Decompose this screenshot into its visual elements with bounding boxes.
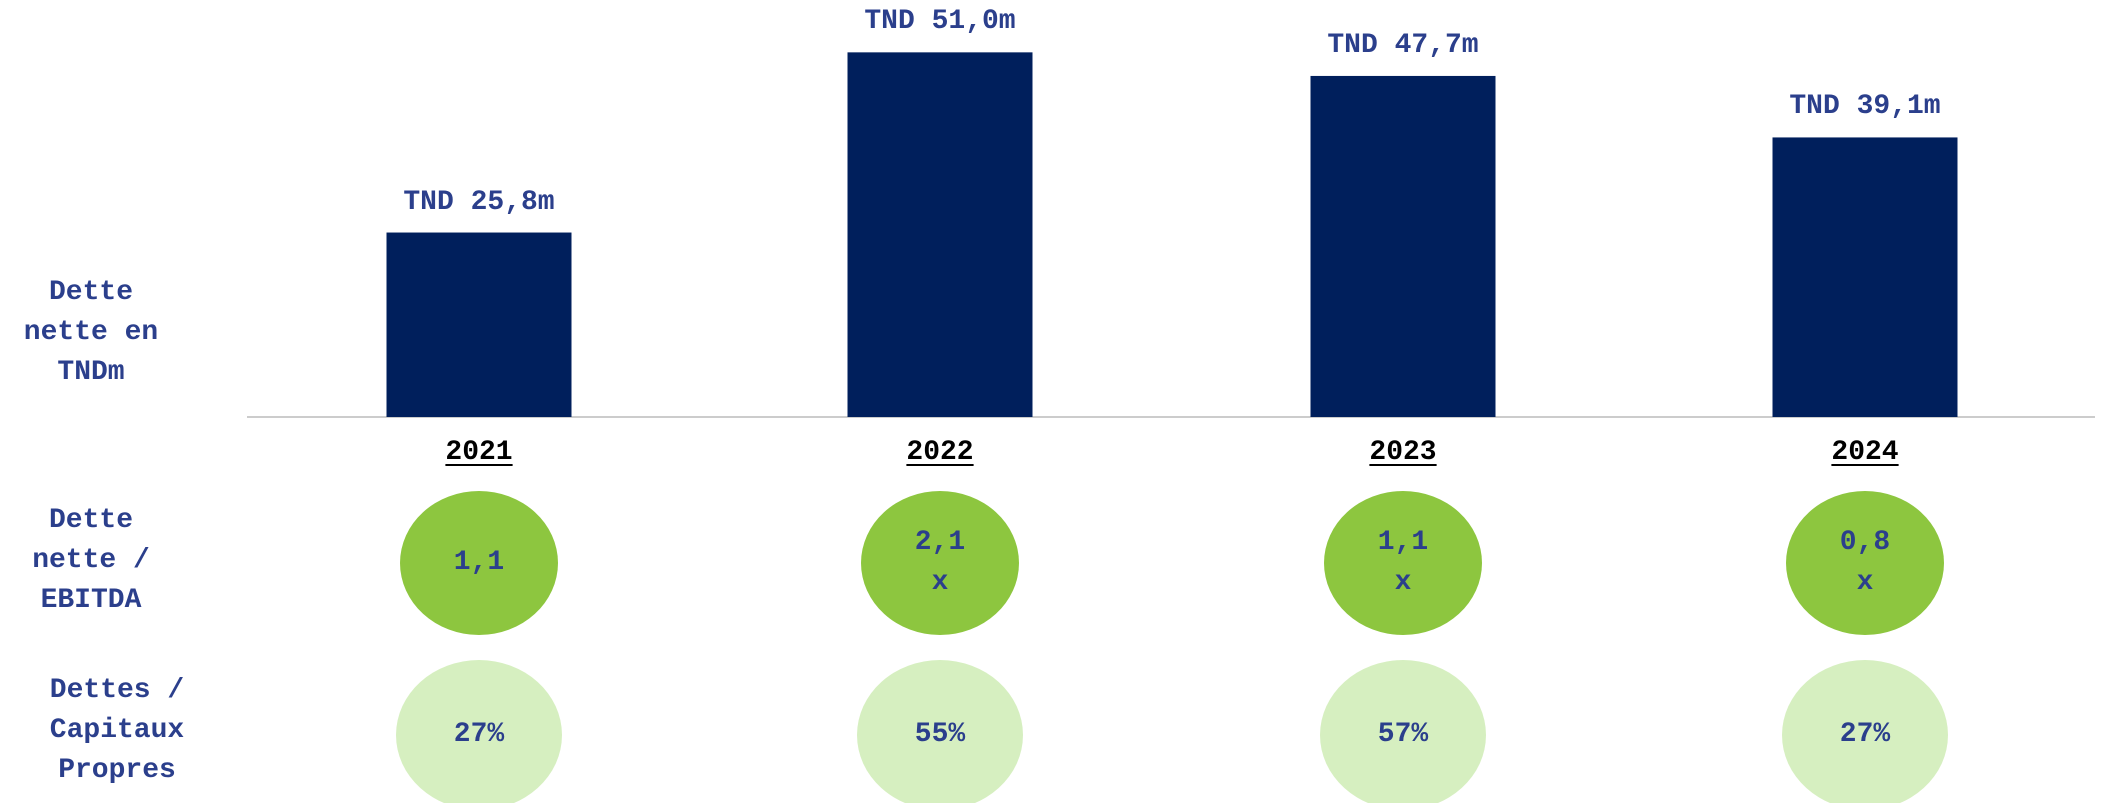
x-tick-label: 2022: [906, 437, 974, 468]
ratio-circle: [857, 660, 1023, 803]
ratio-label: 55%: [914, 719, 966, 750]
x-tick-label: 2021: [445, 437, 513, 468]
ratio-circle: [400, 491, 558, 635]
ratio-label: 57%: [1377, 719, 1429, 750]
ratio-circle: [861, 491, 1019, 635]
bar: [1772, 137, 1958, 417]
row-label: Dette nette / EBITDA: [32, 505, 150, 616]
ratio-label: 2,1 x: [914, 527, 966, 598]
ratio-label: 1,1 x: [1377, 527, 1429, 598]
bar: [386, 232, 572, 417]
data-label: TND 51,0m: [864, 6, 1016, 38]
row-label: Dettes / Capitaux Propres: [49, 675, 185, 786]
data-label: TND 39,1m: [1789, 91, 1941, 123]
ratio-label: 27%: [453, 719, 505, 750]
x-tick-label: 2023: [1369, 437, 1437, 468]
data-label: TND 47,7m: [1327, 29, 1479, 61]
ratio-circle: [1324, 491, 1482, 635]
ratio-circle: [396, 660, 562, 803]
bar: [847, 52, 1033, 417]
ratio-label: 1,1: [453, 547, 505, 578]
x-tick-label: 2024: [1831, 437, 1899, 468]
ratio-circle: [1320, 660, 1486, 803]
ratio-label: 27%: [1839, 719, 1891, 750]
ratio-circle: [1782, 660, 1948, 803]
data-label: TND 25,8m: [403, 186, 555, 218]
bar: [1310, 75, 1496, 417]
y-axis-label: Dette nette en TNDm: [23, 277, 159, 388]
ratio-circle: [1786, 491, 1944, 635]
ratio-label: 0,8 x: [1839, 527, 1891, 598]
